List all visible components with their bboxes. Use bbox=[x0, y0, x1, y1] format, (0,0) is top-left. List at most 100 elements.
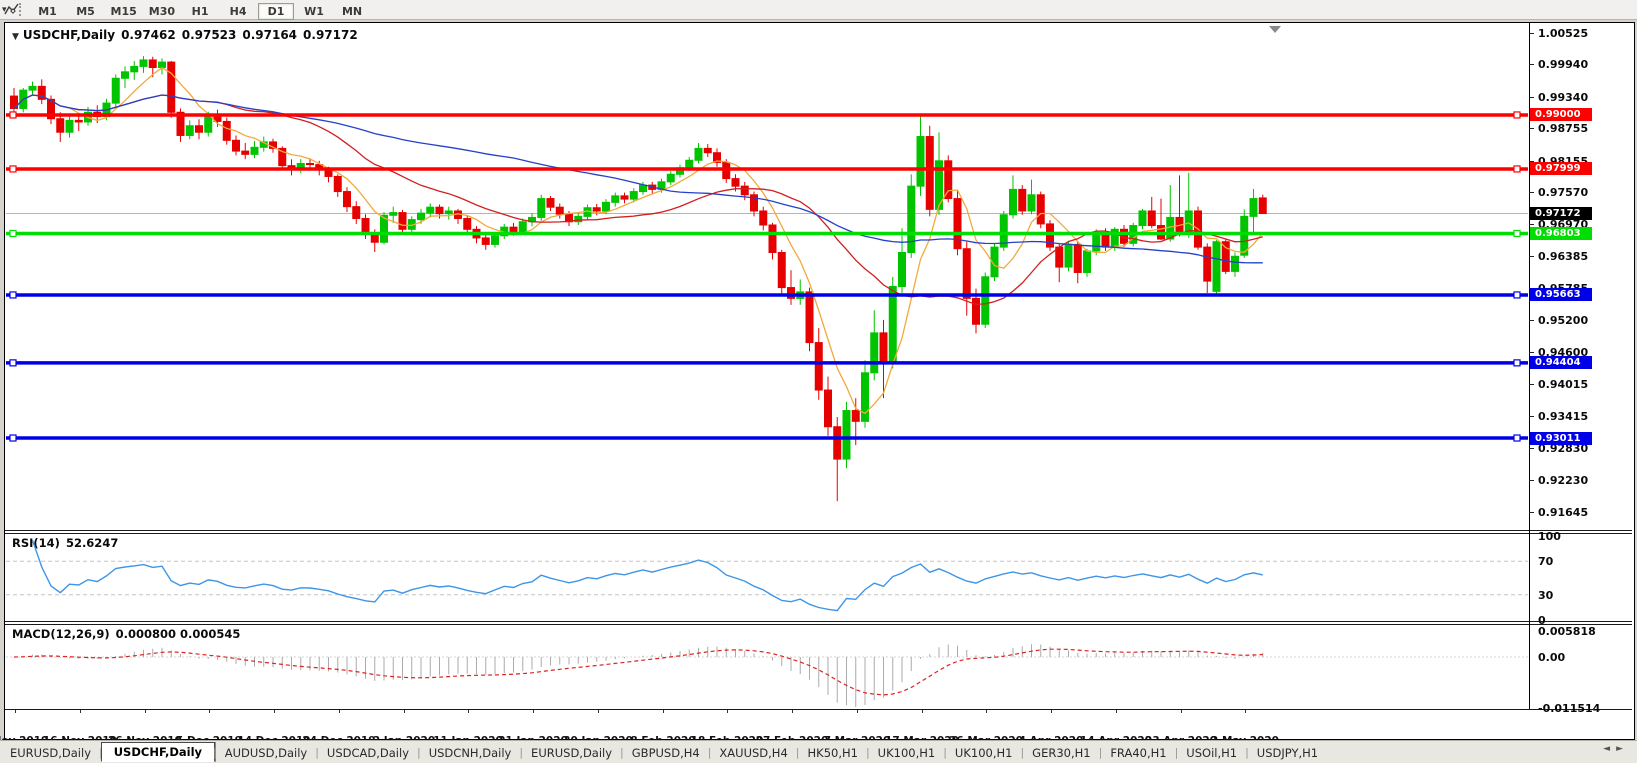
price-tick-mark bbox=[1529, 161, 1534, 162]
chart-tab[interactable]: USDJPY,H1 bbox=[1256, 745, 1319, 760]
line-study-icon[interactable] bbox=[3, 2, 21, 17]
date-tick-mark bbox=[1181, 710, 1182, 713]
ohlc-open: 0.97462 bbox=[121, 28, 176, 42]
hline-price-box[interactable]: 0.93011 bbox=[1530, 432, 1592, 445]
price-tick-label: 0.99340 bbox=[1538, 91, 1589, 104]
tab-separator: | bbox=[417, 746, 421, 759]
chart-tab[interactable]: EURUSD,Daily bbox=[531, 745, 613, 760]
date-tick-mark bbox=[1116, 710, 1117, 713]
chart-tab[interactable]: USDCAD,Daily bbox=[326, 745, 409, 760]
chart-title: USDCHF,Daily bbox=[22, 28, 116, 42]
macd-bottom-border bbox=[5, 709, 1632, 710]
timeframe-button-w1[interactable]: W1 bbox=[304, 4, 324, 18]
tab-separator: | bbox=[315, 746, 319, 759]
price-tick-mark bbox=[1529, 97, 1534, 98]
timeframe-button-m30[interactable]: M30 bbox=[148, 4, 176, 18]
chart-tab[interactable]: GBPUSD,H4 bbox=[631, 745, 700, 760]
chart-tab[interactable]: UK100,H1 bbox=[954, 745, 1013, 760]
date-tick-mark bbox=[857, 710, 858, 713]
chart-tab[interactable]: EURUSD,Daily bbox=[10, 745, 91, 760]
rsi-scale-label: 0 bbox=[1538, 614, 1546, 627]
chart-tab[interactable]: USDCNH,Daily bbox=[428, 745, 512, 760]
price-tick-mark bbox=[1529, 448, 1534, 449]
panel-separator[interactable] bbox=[5, 530, 1632, 534]
chart-tab[interactable]: FRA40,H1 bbox=[1110, 745, 1167, 760]
timeframe-button-m1[interactable]: M1 bbox=[38, 4, 57, 18]
price-tick-label: 0.94600 bbox=[1538, 346, 1589, 359]
price-tick-mark bbox=[1529, 320, 1534, 321]
macd-label-row: MACD(12,26,9) 0.000800 0.000545 bbox=[12, 627, 240, 641]
price-tick-mark bbox=[1529, 192, 1534, 193]
macd-scale-label: -0.011514 bbox=[1538, 702, 1601, 715]
price-tick-mark bbox=[1529, 256, 1534, 257]
rsi-label-row: RSI(14) 52.6247 bbox=[12, 536, 118, 550]
rsi-scale-label: 70 bbox=[1538, 555, 1554, 568]
date-tick-mark bbox=[145, 710, 146, 713]
chart-tab[interactable]: USOil,H1 bbox=[1186, 745, 1238, 760]
tab-separator: | bbox=[1174, 746, 1179, 759]
date-tick-mark bbox=[598, 710, 599, 713]
date-tick-mark bbox=[986, 710, 987, 713]
price-tick-mark bbox=[1529, 480, 1534, 481]
ohlc-low: 0.97164 bbox=[242, 28, 298, 42]
tab-separator: | bbox=[620, 746, 624, 759]
date-tick-mark bbox=[1245, 710, 1246, 713]
ohlc-high: 0.97523 bbox=[181, 28, 237, 42]
date-tick-mark bbox=[663, 710, 664, 713]
timeframe-button-m5[interactable]: M5 bbox=[76, 4, 95, 18]
chart-tab[interactable]: HK50,H1 bbox=[807, 745, 858, 760]
price-chart-canvas[interactable] bbox=[6, 24, 1528, 530]
timeframe-button-h1[interactable]: H1 bbox=[191, 4, 209, 18]
price-tick-mark bbox=[1529, 352, 1534, 353]
tab-scroll-left-icon[interactable]: ◄ bbox=[1603, 744, 1617, 754]
chart-tab[interactable]: UK100,H1 bbox=[877, 745, 936, 760]
macd-label: MACD(12,26,9) bbox=[12, 627, 110, 641]
timeframe-button-d1[interactable]: D1 bbox=[258, 2, 295, 20]
tab-separator: | bbox=[865, 746, 870, 759]
macd-scale-label: 0.00 bbox=[1538, 651, 1566, 664]
date-tick-mark bbox=[792, 710, 793, 713]
price-tick-mark bbox=[1529, 33, 1534, 34]
date-tick-mark bbox=[727, 710, 728, 713]
hline-price-box[interactable]: 0.99000 bbox=[1530, 108, 1592, 121]
toolbar-grip[interactable] bbox=[18, 3, 21, 16]
panel-separator[interactable] bbox=[5, 621, 1632, 625]
chart-tab[interactable]: AUDUSD,Daily bbox=[224, 745, 308, 760]
date-tick-mark bbox=[468, 710, 469, 713]
price-tick-label: 0.93415 bbox=[1538, 410, 1589, 423]
price-tick-mark bbox=[1529, 512, 1534, 513]
chart-tab[interactable]: GER30,H1 bbox=[1032, 745, 1091, 760]
hline-price-box[interactable]: 0.96803 bbox=[1530, 227, 1592, 240]
price-tick-mark bbox=[1529, 416, 1534, 417]
timeframe-button-m15[interactable]: M15 bbox=[110, 4, 137, 18]
hline-price-box[interactable]: 0.95663 bbox=[1530, 288, 1592, 301]
price-tick-mark bbox=[1529, 224, 1534, 225]
timeframe-toolbar: ▾ M1 M5 M15 M30 H1 H4 D1 W1 MN bbox=[0, 0, 1637, 20]
tab-scroll-right-icon[interactable]: ► bbox=[1616, 744, 1629, 754]
tab-separator: | bbox=[1098, 746, 1103, 759]
chart-tab[interactable]: XAUUSD,H4 bbox=[719, 745, 788, 760]
macd-canvas[interactable] bbox=[6, 625, 1528, 709]
chart-window: ▼ USDCHF,Daily 0.97462 0.97523 0.97164 0.9717… bbox=[0, 22, 1635, 747]
hline-price-box[interactable]: 0.94404 bbox=[1530, 356, 1592, 369]
price-tick-label: 0.99940 bbox=[1538, 58, 1589, 71]
tab-scroll-arrows: ◄► bbox=[1603, 744, 1629, 754]
date-tick-mark bbox=[339, 710, 340, 713]
collapse-icon[interactable]: ▼ bbox=[12, 32, 19, 42]
date-tick-mark bbox=[15, 710, 16, 713]
hline-price-box[interactable]: 0.97999 bbox=[1530, 162, 1592, 175]
dropdown-caret-icon[interactable]: ▾ bbox=[2, 4, 7, 15]
price-tick-label: 0.95200 bbox=[1538, 314, 1589, 327]
timeframe-button-h4[interactable]: H4 bbox=[229, 4, 247, 18]
price-tick-label: 1.00525 bbox=[1538, 27, 1589, 40]
timeframe-button-mn[interactable]: MN bbox=[341, 4, 363, 18]
timeframe-buttons: M1 M5 M15 M30 H1 H4 D1 W1 MN bbox=[29, 0, 372, 20]
tab-separator: | bbox=[795, 746, 800, 759]
chart-tab-active[interactable]: USDCHF,Daily bbox=[100, 741, 216, 762]
tab-separator: | bbox=[1245, 746, 1249, 759]
rsi-canvas[interactable] bbox=[6, 534, 1528, 621]
price-tick-mark bbox=[1529, 128, 1534, 129]
current-price-box: 0.97172 bbox=[1530, 207, 1592, 220]
macd-values: 0.000800 0.000545 bbox=[115, 627, 241, 641]
